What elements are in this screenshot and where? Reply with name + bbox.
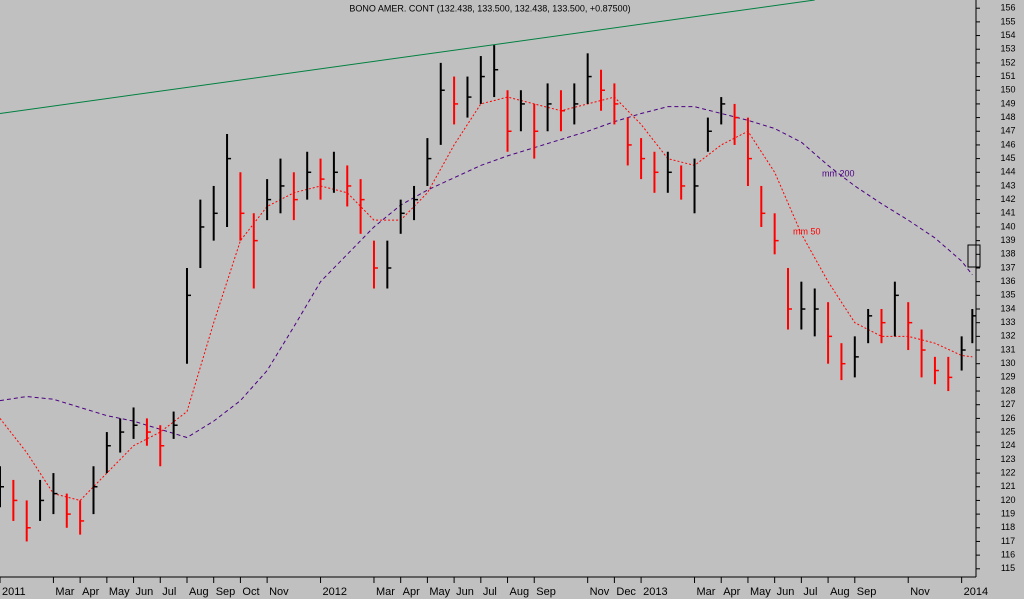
- line-label: mm 50: [793, 226, 821, 236]
- y-tick-label: 130: [1000, 358, 1015, 368]
- x-tick-label: May: [429, 586, 450, 598]
- y-tick-label: 146: [1000, 139, 1015, 149]
- x-tick-label: Jul: [803, 586, 817, 598]
- y-tick-label: 151: [1000, 71, 1015, 81]
- x-tick-label: Aug: [189, 586, 209, 598]
- x-tick-label: Jul: [162, 586, 176, 598]
- x-tick-label: Dec: [616, 586, 636, 598]
- y-tick-label: 139: [1000, 235, 1015, 245]
- line: [0, 0, 815, 114]
- y-tick-label: 132: [1000, 331, 1015, 341]
- y-tick-label: 156: [1000, 3, 1015, 13]
- y-tick-label: 147: [1000, 126, 1015, 136]
- y-tick-label: 149: [1000, 98, 1015, 108]
- y-tick-label: 154: [1000, 30, 1015, 40]
- y-tick-label: 119: [1001, 508, 1015, 518]
- y-tick-label: 150: [1000, 85, 1015, 95]
- x-tick-label: Sep: [857, 586, 877, 598]
- x-tick-label: Nov: [910, 586, 930, 598]
- x-tick-label: Apr: [82, 586, 99, 598]
- y-tick-label: 145: [1000, 153, 1015, 163]
- y-tick-label: 144: [1000, 167, 1015, 177]
- x-tick-label: Apr: [403, 586, 420, 598]
- x-tick-label: Jun: [456, 586, 474, 598]
- y-tick-label: 125: [1000, 426, 1015, 436]
- y-tick-label: 123: [1000, 454, 1015, 464]
- x-tick-label: 2014: [964, 586, 988, 598]
- line: [0, 106, 973, 439]
- chart-title: BONO AMER. CONT (132.438, 133.500, 132.4…: [349, 3, 630, 13]
- y-tick-label: 117: [1001, 536, 1015, 546]
- x-tick-label: Jul: [483, 586, 497, 598]
- y-tick-label: 134: [1000, 303, 1015, 313]
- y-tick-label: 121: [1000, 481, 1015, 491]
- x-tick-label: Aug: [830, 586, 850, 598]
- y-tick-label: 131: [1000, 344, 1015, 354]
- y-tick-label: 136: [1000, 276, 1015, 286]
- x-tick-label: Jun: [777, 586, 795, 598]
- y-tick-label: 137: [1000, 262, 1015, 272]
- y-tick-label: 115: [1001, 563, 1015, 573]
- x-tick-label: Apr: [723, 586, 740, 598]
- y-tick-label: 118: [1001, 522, 1015, 532]
- y-tick-label: 122: [1000, 467, 1015, 477]
- x-tick-label: 2012: [323, 586, 347, 598]
- x-tick-label: Sep: [536, 586, 556, 598]
- line-label: mm 200: [822, 168, 855, 178]
- y-tick-label: 126: [1000, 413, 1015, 423]
- marker-box: [967, 244, 981, 268]
- line: [0, 96, 973, 501]
- x-tick-label: May: [750, 586, 771, 598]
- y-tick-label: 133: [1000, 317, 1015, 327]
- y-tick-label: 127: [1000, 399, 1015, 409]
- x-tick-label: Nov: [269, 586, 289, 598]
- y-tick-label: 138: [1000, 249, 1015, 259]
- x-tick-label: Oct: [242, 586, 259, 598]
- y-tick-label: 140: [1000, 221, 1015, 231]
- y-tick-label: 143: [1000, 180, 1015, 190]
- x-tick-label: Sep: [216, 586, 236, 598]
- y-tick-label: 120: [1000, 495, 1015, 505]
- x-tick-label: 2013: [643, 586, 667, 598]
- y-tick-label: 128: [1000, 385, 1015, 395]
- x-tick-label: Aug: [510, 586, 530, 598]
- y-tick-label: 124: [1000, 440, 1015, 450]
- x-tick-label: Jun: [136, 586, 154, 598]
- x-tick-label: May: [109, 586, 130, 598]
- y-tick-label: 141: [1000, 208, 1015, 218]
- y-tick-label: 155: [1000, 16, 1015, 26]
- y-tick-label: 152: [1000, 57, 1015, 67]
- x-tick-label: Mar: [55, 586, 74, 598]
- x-tick-label: 2011: [2, 586, 26, 598]
- y-tick-label: 129: [1000, 372, 1015, 382]
- x-tick-label: Nov: [590, 586, 610, 598]
- x-tick-label: Mar: [697, 586, 716, 598]
- y-tick-label: 153: [1000, 44, 1015, 54]
- y-tick-label: 135: [1000, 290, 1015, 300]
- y-tick-label: 116: [1001, 549, 1015, 559]
- y-tick-label: 148: [1000, 112, 1015, 122]
- y-tick-label: 142: [1000, 194, 1015, 204]
- x-tick-label: Mar: [376, 586, 395, 598]
